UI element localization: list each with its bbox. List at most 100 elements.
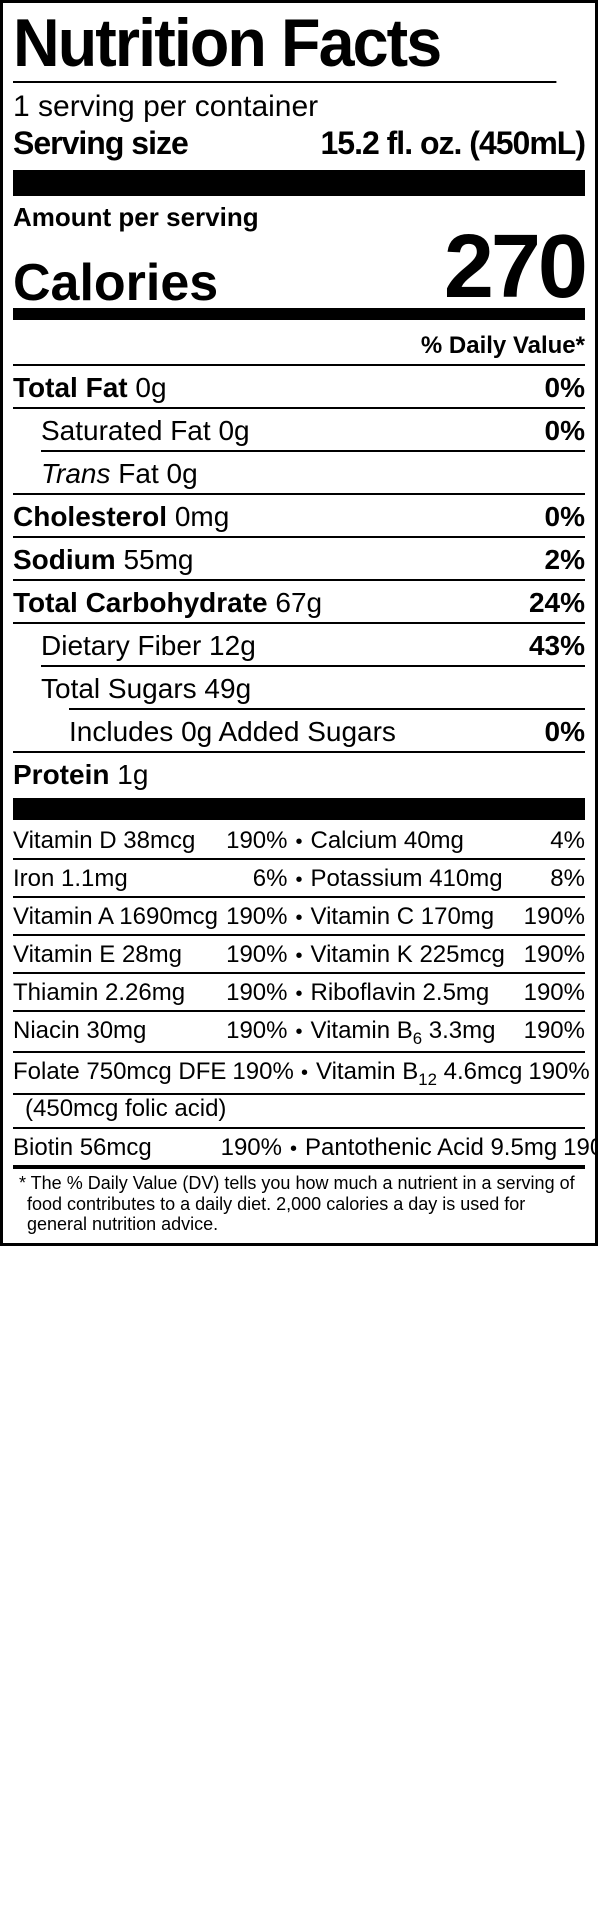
bullet-icon: •: [293, 1022, 304, 1042]
vitamin-row: Vitamin A 1690mcg190%•Vitamin C 170mg190…: [13, 898, 585, 936]
vitamin-dv: 190%: [557, 1134, 598, 1162]
protein-label: Protein: [13, 759, 109, 790]
row-total-fat: Total Fat 0g 0%: [13, 366, 585, 409]
row-total-sugars: Total Sugars 49g: [13, 667, 585, 708]
vitamin-continuation: (450mcg folic acid): [13, 1095, 585, 1129]
total-fat-dv: 0%: [545, 372, 585, 404]
row-cholesterol: Cholesterol 0mg 0%: [13, 495, 585, 538]
vitamin-name: Vitamin A 1690mcg: [13, 903, 218, 931]
vitamin-name: Pantothenic Acid 9.5mg: [305, 1134, 557, 1162]
serving-size-label: Serving size: [13, 125, 188, 162]
sat-fat-dv: 0%: [545, 415, 585, 447]
vitamin-dv: 190%: [220, 903, 287, 931]
thick-bar: [13, 170, 585, 196]
thick-bar-2: [13, 798, 585, 820]
fiber-label: Dietary Fiber: [41, 630, 201, 661]
vitamin-dv: 190%: [220, 1017, 287, 1045]
vitamin-row: Vitamin D 38mcg 190% • Calcium 40mg 4%: [13, 822, 585, 860]
sugars-label: Total Sugars: [41, 673, 197, 704]
bullet-icon: •: [293, 908, 304, 928]
vitamin-dv: 190%: [518, 941, 585, 969]
vitamin-dv: 6%: [247, 865, 288, 893]
protein-amount: 1g: [117, 759, 148, 790]
trans-fat-prefix: Trans: [41, 458, 111, 489]
row-fiber: Dietary Fiber 12g 43%: [13, 624, 585, 665]
carb-label: Total Carbohydrate: [13, 587, 268, 618]
vitamin-dv: 190%: [522, 1058, 589, 1086]
vitamin-dv: 4%: [544, 827, 585, 855]
vitamin-dv: 190%: [215, 1134, 282, 1162]
vitamin-row: Folate 750mcg DFE190% • Vitamin B12 4.6mcg…: [13, 1053, 585, 1095]
added-sugars-text: Includes 0g Added Sugars: [13, 716, 396, 748]
cholesterol-amount: 0mg: [175, 501, 229, 532]
vitamin-dv: 190%: [518, 1017, 585, 1045]
vitamin-name: Vitamin E 28mg: [13, 941, 182, 969]
bullet-icon: •: [299, 1063, 310, 1083]
vitamin-name: Vitamin B12 4.6mcg: [316, 1058, 522, 1090]
sodium-dv: 2%: [545, 544, 585, 576]
row-sat-fat: Saturated Fat 0g 0%: [13, 409, 585, 450]
vitamin-dv: 190%: [518, 903, 585, 931]
added-sugars-dv: 0%: [545, 716, 585, 748]
bullet-icon: •: [293, 870, 304, 890]
bullet-icon: •: [293, 984, 304, 1004]
vitamin-name: Thiamin 2.26mg: [13, 979, 185, 1007]
row-added-sugars: Includes 0g Added Sugars 0%: [13, 710, 585, 753]
serving-size-value: 15.2 fl. oz. (450mL): [320, 125, 585, 162]
vitamin-name: Vitamin C 170mg: [311, 903, 495, 931]
servings-per-container: 1 serving per container: [13, 89, 585, 125]
vitamin-dv: 190%: [220, 979, 287, 1007]
dv-header: % Daily Value*: [13, 326, 585, 366]
row-sodium: Sodium 55mg 2%: [13, 538, 585, 581]
total-fat-label: Total Fat: [13, 372, 128, 403]
carb-dv: 24%: [529, 587, 585, 619]
sugars-amount: 49g: [204, 673, 251, 704]
vitamin-row: Iron 1.1mg 6%• Potassium 410mg 8%: [13, 860, 585, 898]
vitamin-name: Vitamin B6 3.3mg: [311, 1017, 496, 1049]
vitamin-dv: 190%: [518, 979, 585, 1007]
sodium-label: Sodium: [13, 544, 116, 575]
vitamin-name: Iron 1.1mg: [13, 865, 128, 893]
bullet-icon: •: [288, 1139, 299, 1159]
trans-fat-amount: 0g: [167, 458, 198, 489]
cholesterol-dv: 0%: [545, 501, 585, 533]
footnote: * The % Daily Value (DV) tells you how m…: [21, 1169, 585, 1235]
calories-value: 270: [444, 229, 585, 306]
nutrition-facts-label: Nutrition Facts 1 serving per container …: [0, 0, 598, 1246]
vitamin-dv: 190%: [220, 827, 287, 855]
vitamin-name: Biotin 56mcg: [13, 1134, 152, 1162]
vitamin-name: Vitamin K 225mcg: [311, 941, 505, 969]
row-protein: Protein 1g: [13, 753, 585, 794]
vitamin-row: Vitamin E 28mg 190% • Vitamin K 225mcg 190%: [13, 936, 585, 974]
serving-size-row: Serving size 15.2 fl. oz. (450mL): [13, 125, 585, 162]
fiber-amount: 12g: [209, 630, 256, 661]
vitamin-name: Potassium 410mg: [311, 865, 503, 893]
vitamin-name: Niacin 30mg: [13, 1017, 146, 1045]
total-fat-amount: 0g: [135, 372, 166, 403]
vitamin-dv: 8%: [544, 865, 585, 893]
vitamin-row: Biotin 56mcg190%•Pantothenic Acid 9.5mg1…: [13, 1129, 585, 1169]
row-total-carb: Total Carbohydrate 67g 24%: [13, 581, 585, 624]
trans-fat-suffix: Fat: [111, 458, 159, 489]
sat-fat-label: Saturated Fat: [41, 415, 211, 446]
sat-fat-amount: 0g: [218, 415, 249, 446]
bullet-icon: •: [293, 832, 304, 852]
row-trans-fat: Trans Fat 0g: [13, 452, 585, 495]
calories-row: Calories 270: [13, 229, 585, 306]
calories-label: Calories: [13, 261, 218, 305]
vitamin-dv: 190%: [226, 1058, 293, 1086]
vitamin-row: Niacin 30mg 190% • Vitamin B6 3.3mg 190%: [13, 1012, 585, 1054]
title: Nutrition Facts: [13, 9, 556, 83]
vitamin-name: Riboflavin 2.5mg: [311, 979, 490, 1007]
vitamins-section: Vitamin D 38mcg190%•Calcium 40mg4%Iron 1…: [13, 822, 585, 1170]
bullet-icon: •: [293, 946, 304, 966]
vitamin-row: Thiamin 2.26mg 190% • Riboflavin 2.5mg 190%: [13, 974, 585, 1012]
vitamin-dv: 190%: [220, 941, 287, 969]
cholesterol-label: Cholesterol: [13, 501, 167, 532]
fiber-dv: 43%: [529, 630, 585, 662]
sodium-amount: 55mg: [123, 544, 193, 575]
carb-amount: 67g: [275, 587, 322, 618]
vitamin-name: Calcium 40mg: [311, 827, 464, 855]
vitamin-name: Folate 750mcg DFE: [13, 1058, 226, 1086]
vitamin-name: Vitamin D 38mcg: [13, 827, 195, 855]
